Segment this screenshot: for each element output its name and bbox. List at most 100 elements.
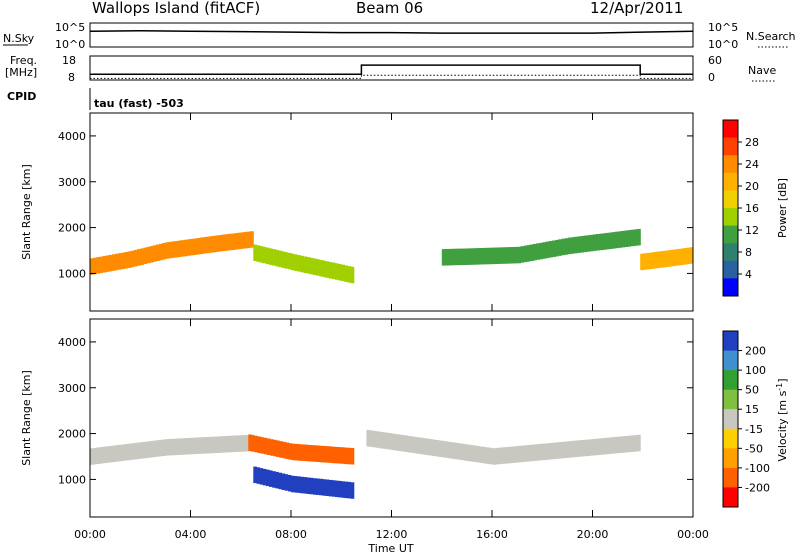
scatter-cell [209,436,213,454]
velocity-colorbar-label-sup: -1 [775,383,784,391]
scatter-cell [221,436,226,453]
scatter-cell [561,441,566,459]
scatter-cell [206,236,210,254]
scatter-cell [580,440,584,457]
y-tick-label: 4000 [58,130,86,143]
scatter-cell [193,437,198,455]
scatter-cell [256,245,261,262]
scatter-cell [328,262,333,279]
scatter-cell [611,437,616,454]
scatter-cell [432,439,437,457]
scatter-cell [294,254,298,271]
scatter-cell [602,233,607,250]
scatter-cell [630,435,635,452]
scatter-cell [313,258,317,275]
scatter-cell [218,235,223,252]
scatter-cell [530,444,534,462]
freq-right-tick-top: 60 [708,54,722,67]
scatter-cell [523,245,528,263]
scatter-cell [454,248,459,266]
scatter-cell [322,479,326,496]
scatter-cell [254,435,259,453]
scatter-cell [492,448,496,465]
scatter-cell [260,437,265,454]
scatter-cell [287,252,292,270]
scatter-cell [177,240,182,257]
scatter-cell [593,234,597,251]
freq-unit-label: [MHz] [5,66,37,79]
scatter-cell [451,442,455,459]
scatter-cell [331,480,336,497]
scatter-cell [152,440,157,458]
scatter-cell [325,479,330,496]
colorbar-swatch [723,190,738,209]
scatter-cell [168,438,173,456]
scatter-cell [316,478,320,495]
scatter-cell [137,442,141,459]
scatter-cell [454,442,459,460]
scatter-cell [470,248,474,265]
scatter-cell [341,481,345,498]
scatter-cell [338,480,342,498]
scatter-cell [270,439,274,456]
scatter-cell [319,445,324,463]
scatter-cell [633,435,638,452]
scatter-cell [212,436,217,454]
noise-sky-label: N.Sky [3,32,35,45]
scatter-cell [212,235,217,253]
x-tick-label: 20:00 [577,528,609,541]
y-tick-label: 1000 [58,473,86,486]
freq-panel-frame [89,55,694,81]
scatter-cell [347,266,352,283]
scatter-cell [624,230,629,247]
scatter-cell [316,259,320,276]
nave-line [90,74,693,79]
velocity-colorbar-frame [722,330,739,508]
scatter-cell [451,248,455,266]
cpid-label: CPID [7,90,36,103]
scatter-cell [618,436,622,453]
freq-line [90,64,693,75]
scatter-cell [96,257,100,274]
colorbar-tick-label: -50 [745,442,763,455]
power-colorbar: 28 24 20 16 12 8 4 Power [dB] [722,119,789,297]
scatter-cell [338,264,342,281]
velocity-panel-frame [89,318,694,518]
scatter-cell [637,434,641,452]
x-axis-title: Time UT [367,542,413,554]
scatter-cell [341,447,345,464]
scatter-cell [542,443,547,461]
scatter-cell [567,237,572,255]
station-title: Wallops Island (fitACF) [92,0,260,17]
scatter-cell [162,243,166,260]
scatter-cell [467,444,471,462]
scatter-cell [441,440,446,458]
colorbar-tick-label: 24 [745,158,759,171]
scatter-cell [287,475,292,492]
scatter-cell [649,252,654,269]
scatter-cell [282,441,286,459]
scatter-cell [444,249,449,266]
scatter-cell [228,435,232,453]
colorbar-tick-label: 8 [745,246,752,259]
scatter-cell [203,437,207,454]
scatter-cell [209,236,213,253]
scatter-cell [146,246,151,264]
scatter-cell [231,233,235,250]
scatter-cell [574,236,578,254]
scatter-cell [184,438,188,455]
scatter-cell [347,447,352,465]
scatter-cell [105,255,110,272]
scatter-cell [143,441,147,459]
velocity-y-ticks: 1000 2000 3000 4000 [58,336,693,486]
scatter-cell [90,258,94,275]
scatter-cell [542,242,547,259]
velocity-colorbar-label-close: ] [776,378,789,382]
scatter-cell [329,446,333,463]
scatter-cell [671,249,675,267]
scatter-cell [118,444,122,462]
scatter-cell [335,446,339,464]
scatter-cell [187,437,191,455]
scatter-cell [221,234,226,252]
scatter-cell [206,437,210,454]
